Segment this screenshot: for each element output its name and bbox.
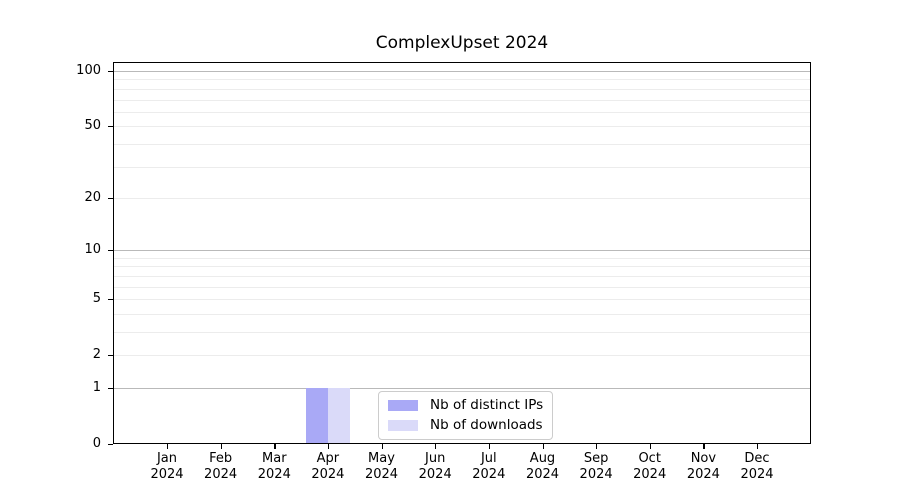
minor-gridline bbox=[114, 126, 810, 128]
x-tick-label: Dec 2024 bbox=[730, 451, 784, 483]
y-tick-mark bbox=[108, 388, 113, 390]
x-tick-label: Mar 2024 bbox=[247, 451, 301, 483]
x-tick-label: Jul 2024 bbox=[462, 451, 516, 483]
legend-swatch-downloads-icon bbox=[388, 420, 418, 431]
x-tick-label: Feb 2024 bbox=[194, 451, 248, 483]
y-tick-mark bbox=[108, 299, 113, 301]
x-tick-mark bbox=[435, 444, 437, 449]
minor-gridline bbox=[114, 332, 810, 333]
x-tick-label-month: Jun bbox=[425, 451, 446, 466]
legend-item-downloads: Nb of downloads bbox=[388, 417, 543, 434]
y-tick-mark bbox=[108, 71, 113, 73]
x-tick-label-year: 2024 bbox=[150, 467, 184, 482]
y-tick-label: 50 bbox=[84, 118, 101, 134]
x-tick-mark bbox=[327, 444, 330, 449]
minor-gridline bbox=[114, 286, 810, 288]
x-tick-label-month: Nov bbox=[690, 451, 717, 466]
x-tick-label-year: 2024 bbox=[525, 467, 560, 482]
legend: Nb of distinct IPs Nb of downloads bbox=[378, 391, 554, 440]
legend-label-downloads: Nb of downloads bbox=[430, 417, 543, 433]
x-tick-mark bbox=[274, 444, 276, 449]
y-tick-label: 20 bbox=[84, 189, 101, 205]
x-tick-mark bbox=[488, 444, 491, 449]
x-tick-label-month: Feb bbox=[209, 451, 233, 466]
x-tick-label-year: 2024 bbox=[579, 467, 613, 482]
x-tick-label-month: Oct bbox=[638, 451, 661, 466]
y-tick-mark bbox=[108, 250, 113, 252]
x-tick-label-year: 2024 bbox=[204, 467, 238, 482]
x-tick-label-year: 2024 bbox=[418, 467, 452, 482]
y-tick-label: 100 bbox=[76, 63, 101, 78]
y-tick-label: 0 bbox=[92, 436, 101, 451]
x-tick-label-year: 2024 bbox=[472, 467, 506, 482]
x-tick-label-year: 2024 bbox=[311, 467, 345, 482]
x-tick-label-month: Jan bbox=[156, 451, 178, 466]
y-tick-label: 10 bbox=[84, 242, 101, 258]
x-tick-label-year: 2024 bbox=[633, 467, 667, 482]
y-tick-mark bbox=[108, 197, 113, 200]
x-tick-label-month: Sep bbox=[583, 451, 609, 466]
x-tick-label: Apr 2024 bbox=[301, 451, 355, 483]
minor-gridline bbox=[114, 299, 810, 301]
x-tick-mark bbox=[703, 444, 705, 449]
x-tick-label: Oct 2024 bbox=[623, 451, 677, 483]
minor-gridline bbox=[114, 111, 810, 113]
y-tick-mark bbox=[108, 355, 113, 357]
minor-gridline bbox=[114, 313, 810, 315]
x-tick-label: Jun 2024 bbox=[408, 451, 462, 483]
x-tick-label: Sep 2024 bbox=[569, 451, 623, 483]
minor-gridline bbox=[114, 266, 810, 268]
minor-gridline bbox=[114, 166, 810, 168]
y-tick-mark bbox=[108, 126, 113, 128]
x-tick-label: Jan 2024 bbox=[140, 451, 194, 483]
major-gridline bbox=[114, 250, 810, 252]
x-tick-label-year: 2024 bbox=[257, 467, 291, 482]
x-tick-label-month: Jul bbox=[480, 451, 497, 466]
minor-gridline bbox=[114, 257, 810, 259]
x-tick-label-month: Dec bbox=[744, 451, 770, 466]
x-tick-label-month: Apr bbox=[316, 451, 340, 466]
bar-downloads-apr bbox=[327, 388, 350, 444]
x-tick-mark bbox=[167, 444, 169, 449]
y-tick-label: 5 bbox=[92, 291, 101, 307]
major-gridline bbox=[114, 71, 810, 72]
minor-gridline bbox=[114, 197, 810, 199]
x-tick-mark bbox=[542, 444, 544, 449]
minor-gridline bbox=[114, 355, 810, 357]
x-tick-label: Nov 2024 bbox=[676, 451, 730, 483]
minor-gridline bbox=[114, 79, 810, 81]
x-tick-label: May 2024 bbox=[355, 451, 409, 483]
x-tick-mark bbox=[757, 444, 759, 449]
x-tick-label-month: Mar bbox=[262, 451, 287, 466]
x-tick-label-year: 2024 bbox=[740, 467, 774, 482]
legend-item-distinct-ips: Nb of distinct IPs bbox=[388, 397, 543, 414]
x-tick-mark bbox=[220, 444, 222, 449]
y-tick-label: 1 bbox=[92, 380, 101, 395]
x-tick-label-year: 2024 bbox=[686, 467, 720, 482]
minor-gridline bbox=[114, 99, 810, 101]
x-tick-mark bbox=[596, 444, 598, 449]
x-tick-mark bbox=[381, 444, 383, 449]
legend-label-distinct-ips: Nb of distinct IPs bbox=[430, 397, 544, 413]
y-tick-mark bbox=[108, 444, 113, 446]
x-tick-label: Aug 2024 bbox=[516, 451, 570, 483]
x-tick-mark bbox=[649, 444, 651, 449]
minor-gridline bbox=[114, 275, 810, 277]
x-tick-label-month: May bbox=[368, 451, 395, 466]
x-tick-label-year: 2024 bbox=[364, 467, 399, 482]
major-gridline bbox=[114, 388, 810, 389]
y-tick-label: 2 bbox=[92, 347, 101, 363]
x-tick-label-month: Aug bbox=[529, 451, 556, 466]
minor-gridline bbox=[114, 88, 810, 90]
minor-gridline bbox=[114, 143, 810, 145]
bar-distinct-ips-apr bbox=[305, 388, 328, 444]
chart-title: ComplexUpset 2024 bbox=[375, 33, 549, 53]
legend-swatch-distinct-ips-icon bbox=[388, 400, 418, 411]
